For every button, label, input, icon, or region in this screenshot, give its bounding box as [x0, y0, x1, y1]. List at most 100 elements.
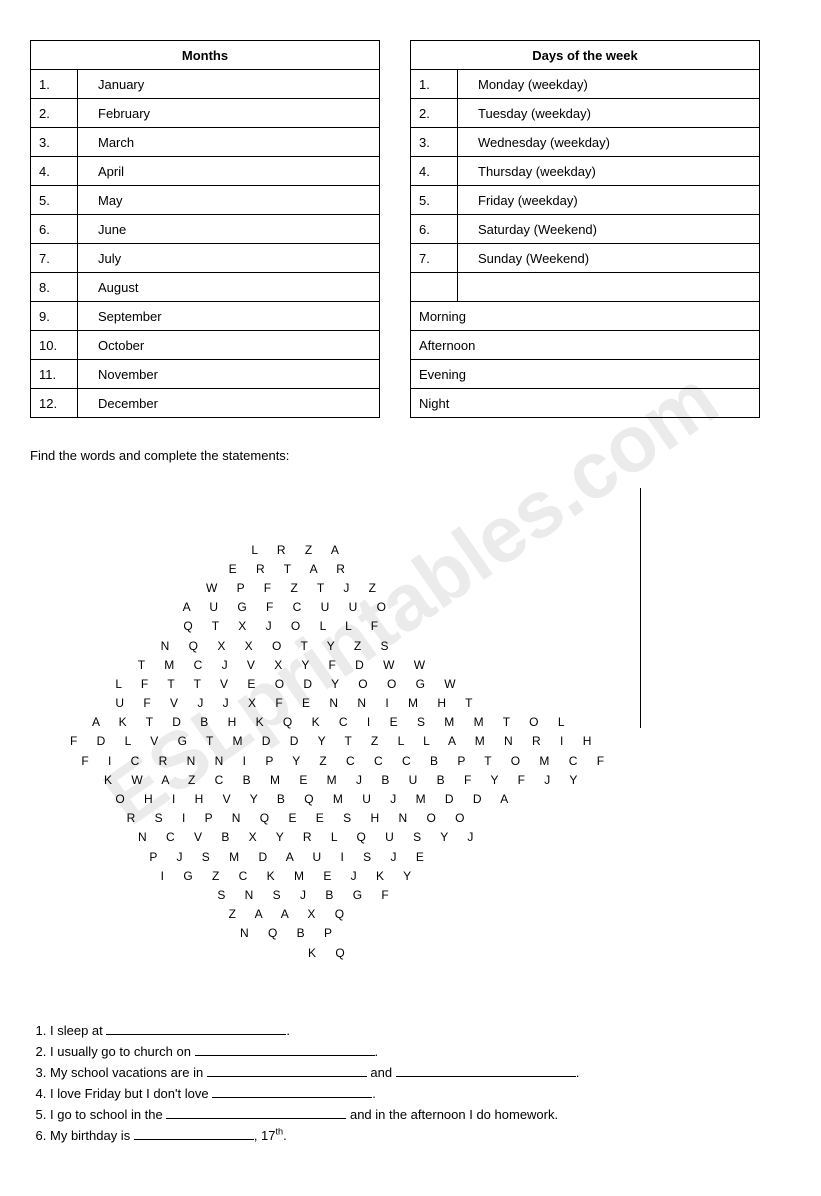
table-row: 12.December [31, 389, 380, 418]
row-label: Thursday (weekday) [458, 157, 760, 186]
statement-text: I sleep at [50, 1023, 106, 1038]
row-number: 2. [411, 99, 458, 128]
table-row: Evening [411, 360, 760, 389]
months-header: Months [31, 41, 380, 70]
fill-blank[interactable] [106, 1021, 286, 1035]
row-label: June [78, 215, 380, 244]
row-number: 1. [31, 70, 78, 99]
table-row: 11.November [31, 360, 380, 389]
row-label: Saturday (Weekend) [458, 215, 760, 244]
table-row: 7.Sunday (Weekend) [411, 244, 760, 273]
statement-item: I usually go to church on . [50, 1042, 791, 1059]
row-label: Monday (weekday) [458, 70, 760, 99]
row-number: 6. [411, 215, 458, 244]
table-row: 5.Friday (weekday) [411, 186, 760, 215]
row-number: 9. [31, 302, 78, 331]
fill-blank[interactable] [195, 1042, 375, 1056]
row-label: Afternoon [411, 331, 760, 360]
worksheet-content: Months 1.January2.February3.March4.April… [30, 40, 791, 1143]
row-label: December [78, 389, 380, 418]
row-label: Sunday (Weekend) [458, 244, 760, 273]
row-label: May [78, 186, 380, 215]
statement-item: I love Friday but I don't love . [50, 1084, 791, 1101]
statement-text: , 17 [254, 1128, 276, 1143]
table-row: 2.Tuesday (weekday) [411, 99, 760, 128]
table-row: 1.Monday (weekday) [411, 70, 760, 99]
row-label: Morning [411, 302, 760, 331]
row-label: Evening [411, 360, 760, 389]
row-label: November [78, 360, 380, 389]
row-label: Friday (weekday) [458, 186, 760, 215]
table-row: 2.February [31, 99, 380, 128]
row-label: Night [411, 389, 760, 418]
table-row: Night [411, 389, 760, 418]
statements-list: I sleep at .I usually go to church on .M… [30, 1021, 791, 1143]
table-row: 3.March [31, 128, 380, 157]
fill-blank[interactable] [212, 1084, 372, 1098]
statement-item: My school vacations are in and . [50, 1063, 791, 1080]
row-number: 5. [411, 186, 458, 215]
table-row: 4.Thursday (weekday) [411, 157, 760, 186]
statement-text: . [286, 1023, 290, 1038]
row-number: 12. [31, 389, 78, 418]
row-number: 4. [31, 157, 78, 186]
table-row: 5.May [31, 186, 380, 215]
tables-row: Months 1.January2.February3.March4.April… [30, 40, 791, 418]
row-number [411, 273, 458, 302]
table-row [411, 273, 760, 302]
table-row: 10.October [31, 331, 380, 360]
row-number: 1. [411, 70, 458, 99]
ordinal-sup: th [276, 1127, 284, 1137]
table-row: 6.June [31, 215, 380, 244]
statement-text: . [372, 1086, 376, 1101]
statement-text: I go to school in the [50, 1107, 166, 1122]
table-row: 1.January [31, 70, 380, 99]
statement-text: and in the afternoon I do homework. [346, 1107, 558, 1122]
fill-blank[interactable] [396, 1063, 576, 1077]
table-row: Morning [411, 302, 760, 331]
row-label [458, 273, 760, 302]
row-number: 5. [31, 186, 78, 215]
table-row: Afternoon [411, 331, 760, 360]
row-label: Tuesday (weekday) [458, 99, 760, 128]
row-number: 2. [31, 99, 78, 128]
statement-text: . [576, 1065, 580, 1080]
statement-item: I go to school in the and in the afterno… [50, 1105, 791, 1122]
row-number: 7. [411, 244, 458, 273]
row-label: March [78, 128, 380, 157]
statement-text: . [283, 1128, 287, 1143]
statement-item: I sleep at . [50, 1021, 791, 1038]
row-number: 3. [31, 128, 78, 157]
table-row: 4.April [31, 157, 380, 186]
table-row: 6.Saturday (Weekend) [411, 215, 760, 244]
statement-text: I usually go to church on [50, 1044, 195, 1059]
row-label: September [78, 302, 380, 331]
word-search-puzzle: L R Z A E R T A R W P F Z T J Z A U G F … [70, 483, 791, 1001]
row-label: October [78, 331, 380, 360]
puzzle-divider [640, 488, 641, 728]
days-header: Days of the week [411, 41, 760, 70]
row-label: July [78, 244, 380, 273]
row-number: 4. [411, 157, 458, 186]
row-number: 3. [411, 128, 458, 157]
statement-item: My birthday is , 17th. [50, 1126, 791, 1143]
row-number: 11. [31, 360, 78, 389]
fill-blank[interactable] [134, 1126, 254, 1140]
row-label: February [78, 99, 380, 128]
row-label: Wednesday (weekday) [458, 128, 760, 157]
fill-blank[interactable] [207, 1063, 367, 1077]
table-row: 8.August [31, 273, 380, 302]
row-number: 10. [31, 331, 78, 360]
statement-text: My birthday is [50, 1128, 134, 1143]
table-row: 9.September [31, 302, 380, 331]
statement-text: I love Friday but I don't love [50, 1086, 212, 1101]
instruction-text: Find the words and complete the statemen… [30, 448, 791, 463]
row-number: 6. [31, 215, 78, 244]
days-table: Days of the week 1.Monday (weekday)2.Tue… [410, 40, 760, 418]
row-label: August [78, 273, 380, 302]
row-number: 7. [31, 244, 78, 273]
row-label: January [78, 70, 380, 99]
statement-text: My school vacations are in [50, 1065, 207, 1080]
fill-blank[interactable] [166, 1105, 346, 1119]
months-table: Months 1.January2.February3.March4.April… [30, 40, 380, 418]
